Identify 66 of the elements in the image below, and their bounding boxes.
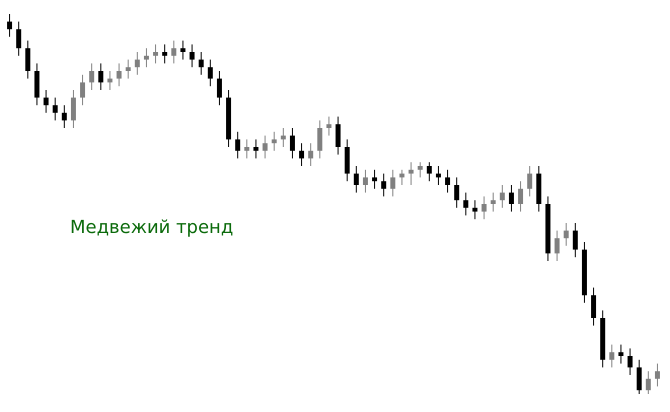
candlestick (299, 142, 304, 166)
candlestick (609, 344, 614, 368)
candlestick (126, 59, 131, 80)
candlestick (171, 40, 176, 64)
candlestick (490, 192, 496, 212)
candlestick (445, 169, 450, 194)
candlestick (7, 14, 12, 38)
candlestick (107, 70, 112, 90)
candlestick (654, 363, 660, 387)
candlestick (463, 192, 468, 216)
candlestick (500, 184, 505, 208)
candlestick (44, 90, 49, 114)
candlestick (70, 90, 76, 128)
candlestick (153, 44, 158, 64)
candlestick (362, 169, 368, 194)
candlestick (436, 166, 441, 186)
candlestick (244, 138, 250, 159)
candlestick (190, 44, 195, 68)
candlestick (564, 222, 569, 246)
candlestick (418, 162, 423, 178)
candlestick (527, 166, 532, 197)
annotation: Медвежий тренд (70, 217, 234, 238)
candlestick (134, 52, 140, 76)
candlestick (62, 104, 67, 128)
candlestick (508, 184, 514, 212)
candlestick (262, 135, 268, 159)
candlestick (308, 142, 314, 166)
candlestick (162, 44, 168, 64)
candlestick (326, 116, 332, 136)
candlestick (52, 97, 58, 121)
candlestick (426, 162, 432, 182)
candlestick (290, 128, 295, 159)
candlestick (80, 74, 86, 106)
candlestick (572, 222, 578, 258)
candlestick (272, 131, 277, 152)
candlestick (628, 348, 633, 376)
candlestick (482, 196, 487, 220)
candlestick (253, 138, 258, 159)
candlestick (25, 40, 30, 80)
candlestick (336, 116, 341, 156)
candlestick (372, 169, 378, 190)
candlestick (317, 120, 322, 159)
candlestick (216, 70, 222, 106)
candlestick (381, 173, 386, 197)
candlestick (208, 59, 213, 87)
candlestick (390, 169, 396, 197)
candlestick (280, 128, 286, 148)
candlestick (98, 62, 104, 90)
candlestick (198, 52, 204, 76)
candlestick (180, 40, 186, 60)
candlestick (518, 180, 524, 212)
candlestick (116, 62, 122, 87)
candlestick (472, 200, 478, 220)
candlestick (399, 169, 404, 186)
candlestick (144, 48, 149, 68)
candlestick (636, 359, 642, 394)
candlestick (408, 162, 414, 186)
candlestick (618, 344, 624, 364)
candlestick (354, 166, 359, 194)
candlestick (16, 21, 22, 56)
candlestick (554, 230, 560, 262)
candlestick (646, 370, 651, 394)
candlestick (235, 131, 240, 159)
candlestick (454, 176, 460, 208)
candlestick (591, 287, 596, 326)
candlestick (89, 62, 94, 90)
